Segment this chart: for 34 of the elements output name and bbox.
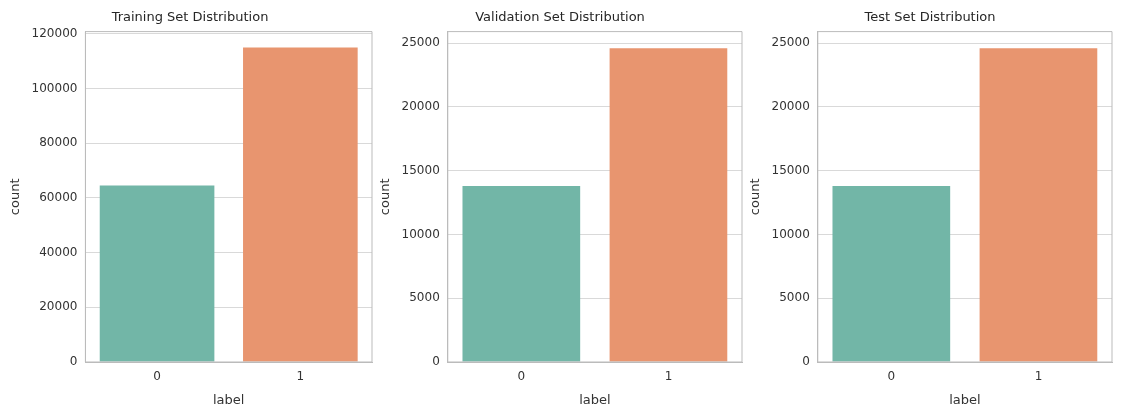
chart-title: Training Set Distribution <box>110 9 269 25</box>
y-tick-label: 120000 <box>31 25 78 40</box>
x-tick-label: 1 <box>664 369 673 384</box>
x-tick-label: 1 <box>1034 369 1043 384</box>
y-tick-label: 15000 <box>771 162 810 177</box>
x-tick-label: 1 <box>296 369 305 384</box>
y-tick-label: 20000 <box>401 98 440 113</box>
y-tick-label: 10000 <box>401 226 440 241</box>
y-axis-title: count <box>377 178 393 216</box>
y-tick-label: 5000 <box>779 290 810 305</box>
x-axis-title: label <box>579 391 611 407</box>
y-tick-label: 0 <box>802 354 810 369</box>
y-tick-label: 20000 <box>39 299 78 314</box>
chart-title: Validation Set Distribution <box>475 9 645 25</box>
y-axis-title: count <box>7 178 23 216</box>
y-tick-label: 80000 <box>39 135 78 150</box>
x-axis-title: label <box>949 391 981 407</box>
y-tick-label: 0 <box>432 354 440 369</box>
x-tick-label: 0 <box>517 369 526 384</box>
x-axis-title: label <box>212 391 245 407</box>
y-tick-label: 5000 <box>409 290 440 305</box>
y-tick-label: 0 <box>69 354 78 369</box>
y-tick-label: 10000 <box>771 226 810 241</box>
x-tick-label: 0 <box>153 369 161 384</box>
y-tick-label: 60000 <box>39 190 78 205</box>
y-tick-label: 20000 <box>771 98 810 113</box>
chart-title: Test Set Distribution <box>863 9 996 25</box>
y-tick-label: 15000 <box>401 162 440 177</box>
y-tick-label: 25000 <box>401 35 440 50</box>
x-tick-label: 0 <box>887 369 896 384</box>
y-tick-label: 25000 <box>771 35 810 50</box>
y-tick-label: 100000 <box>31 80 78 95</box>
y-tick-label: 40000 <box>39 244 78 259</box>
y-axis-title: count <box>747 178 763 216</box>
